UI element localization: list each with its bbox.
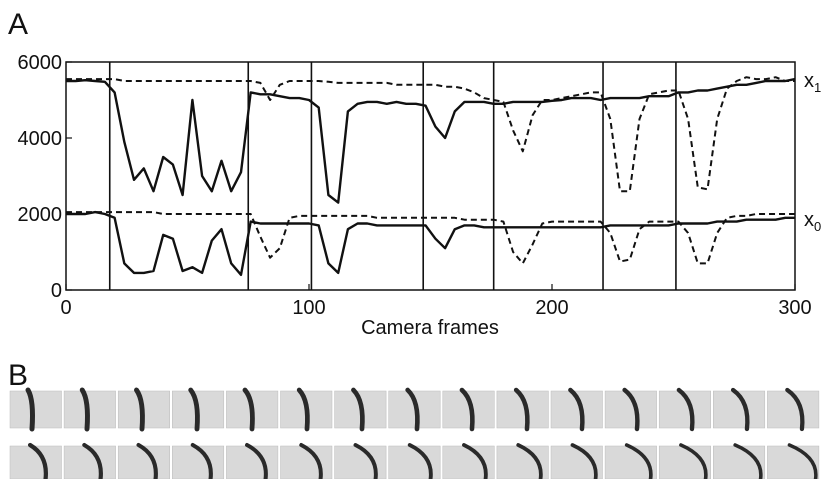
y-tick-label: 4000 [18, 128, 63, 150]
figure: A B Camera frames 0 2000 4000 6000 0 100 200 30… [0, 0, 826, 479]
thumbnail [64, 391, 116, 428]
panel-label: B [8, 359, 28, 392]
y-tick-label: 2000 [18, 204, 63, 226]
thumbnail [172, 446, 224, 479]
data-line [66, 79, 795, 203]
thumbnail [10, 391, 62, 428]
image-strip [10, 390, 819, 479]
curve-label: x1 [804, 70, 821, 95]
x-tick-label: 200 [535, 297, 568, 319]
curve-label-base: x [804, 209, 814, 231]
x-tick-label: 0 [60, 297, 71, 319]
curve-label-sub: 0 [814, 219, 821, 234]
data-line [66, 212, 795, 275]
curve-label-sub: 1 [814, 80, 821, 95]
x-axis-label: Camera frames [361, 317, 499, 339]
x-tick-label: 100 [292, 297, 325, 319]
panel-label: A [8, 8, 28, 41]
thumbnail [281, 446, 333, 479]
thumbnail [335, 446, 387, 479]
curve-label: x0 [804, 209, 821, 234]
thumbnail [226, 446, 278, 479]
curve-label-base: x [804, 70, 814, 92]
data-line [66, 212, 795, 263]
y-tick-label: 6000 [18, 52, 63, 74]
page: {"chart_data": { "type": "line", "panel_… [0, 0, 826, 479]
x-tick-label: 300 [778, 297, 811, 319]
